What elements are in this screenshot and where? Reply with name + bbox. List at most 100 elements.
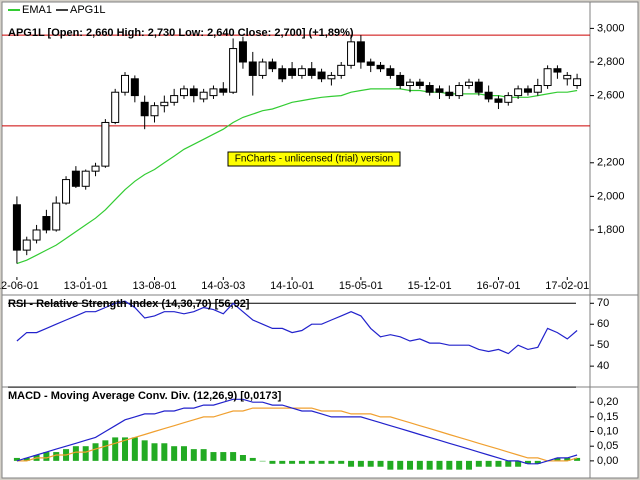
histogram-bar bbox=[407, 460, 414, 470]
rsi-line bbox=[16, 300, 578, 355]
candle-body bbox=[52, 202, 61, 231]
histogram-bar bbox=[161, 443, 168, 461]
candle-body bbox=[356, 41, 365, 63]
candle-body bbox=[111, 91, 120, 123]
histogram-bar bbox=[141, 440, 148, 461]
x-tick-label: 15-05-01 bbox=[339, 280, 383, 292]
signal-line bbox=[16, 407, 578, 462]
histogram-bar bbox=[377, 460, 384, 467]
histogram-bar bbox=[367, 460, 374, 467]
candle-body bbox=[543, 68, 552, 87]
histogram-bar bbox=[328, 460, 335, 464]
histogram-bar bbox=[13, 457, 20, 461]
candle-body bbox=[12, 204, 21, 251]
candle-body bbox=[130, 78, 139, 97]
candle-body bbox=[121, 74, 130, 93]
histogram-bar bbox=[338, 460, 345, 464]
y-tick-label: 70 bbox=[597, 297, 609, 309]
candle-body bbox=[22, 239, 31, 251]
candle-body bbox=[238, 41, 247, 63]
y-tick-label: 3,000 bbox=[597, 22, 625, 34]
histogram-bar bbox=[92, 443, 99, 461]
histogram-bar bbox=[495, 460, 502, 467]
watermark: FnCharts - unlicensed (trial) version bbox=[235, 154, 393, 165]
histogram-bar bbox=[446, 460, 453, 470]
candle-body bbox=[327, 74, 336, 80]
y-tick-label: 0,10 bbox=[597, 425, 618, 437]
candle-body bbox=[573, 78, 582, 87]
candle-body bbox=[81, 170, 90, 187]
x-tick-label: 14-10-01 bbox=[270, 280, 314, 292]
y-tick-label: 2,800 bbox=[597, 56, 625, 68]
y-tick-label: 60 bbox=[597, 318, 609, 330]
candle-body bbox=[317, 71, 326, 80]
histogram-bar bbox=[505, 460, 512, 467]
candle-body bbox=[386, 68, 395, 76]
candle-body bbox=[179, 88, 188, 97]
candle-body bbox=[514, 88, 523, 97]
candle-body bbox=[62, 179, 71, 204]
candle-body bbox=[160, 101, 169, 107]
histogram-bar bbox=[82, 446, 89, 461]
y-tick-label: 40 bbox=[597, 360, 609, 372]
legend-label: APG1L bbox=[70, 4, 105, 16]
x-tick-label: 16-07-01 bbox=[476, 280, 520, 292]
histogram-bar bbox=[180, 446, 187, 461]
candle-body bbox=[140, 101, 149, 117]
candle-body bbox=[288, 68, 297, 76]
candle-body bbox=[71, 170, 80, 187]
candle-body bbox=[32, 229, 41, 241]
histogram-bar bbox=[122, 437, 129, 461]
histogram-bar bbox=[475, 460, 482, 467]
histogram-bar bbox=[426, 460, 433, 470]
histogram-bar bbox=[171, 446, 178, 461]
histogram-bar bbox=[289, 460, 296, 464]
candle-body bbox=[406, 81, 415, 87]
histogram-bar bbox=[249, 457, 256, 461]
candle-body bbox=[563, 74, 572, 80]
histogram-bar bbox=[220, 452, 227, 461]
histogram-bar bbox=[112, 437, 119, 461]
candle-body bbox=[425, 85, 434, 93]
candle-body bbox=[248, 61, 257, 76]
candle-body bbox=[229, 48, 238, 93]
macd-line bbox=[16, 398, 578, 465]
histogram-bar bbox=[210, 452, 217, 461]
candle-body bbox=[415, 81, 424, 87]
legend-label: EMA1 bbox=[22, 4, 52, 16]
candle-body bbox=[504, 95, 513, 103]
candle-body bbox=[337, 64, 346, 76]
histogram-bar bbox=[279, 460, 286, 464]
candle-body bbox=[189, 88, 198, 97]
histogram-bar bbox=[554, 457, 561, 461]
y-tick-label: 2,600 bbox=[597, 89, 625, 101]
x-tick-label: 14-03-03 bbox=[201, 280, 245, 292]
candle-body bbox=[533, 85, 542, 93]
candle-body bbox=[494, 98, 503, 103]
histogram-bar bbox=[259, 460, 266, 462]
histogram-bar bbox=[574, 457, 581, 461]
y-tick-label: 0,05 bbox=[597, 440, 618, 452]
histogram-bar bbox=[102, 440, 109, 461]
histogram-bar bbox=[298, 460, 305, 464]
histogram-bar bbox=[456, 460, 463, 470]
histogram-bar bbox=[23, 457, 30, 461]
rsi-title: RSI - Relative Strength Index (14,30,70)… bbox=[8, 298, 250, 310]
candle-body bbox=[523, 88, 532, 93]
watermark-box bbox=[227, 151, 401, 167]
y-tick-label: 0,00 bbox=[597, 455, 618, 467]
histogram-bar bbox=[151, 443, 158, 461]
candle-body bbox=[268, 61, 277, 70]
candle-body bbox=[150, 105, 159, 117]
candle-body bbox=[170, 95, 179, 103]
y-tick-label: 1,800 bbox=[597, 224, 625, 236]
histogram-bar bbox=[239, 455, 246, 461]
histogram-bar bbox=[397, 460, 404, 470]
histogram-bar bbox=[465, 460, 472, 470]
candle-body bbox=[464, 81, 473, 87]
candle-body bbox=[91, 165, 100, 172]
candle-body bbox=[484, 91, 493, 100]
